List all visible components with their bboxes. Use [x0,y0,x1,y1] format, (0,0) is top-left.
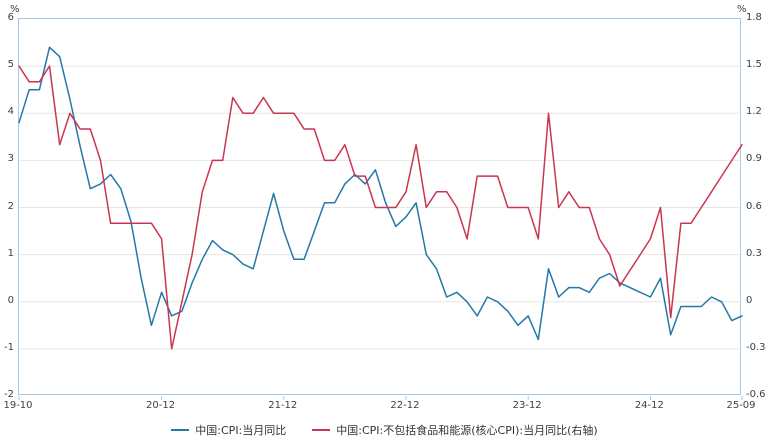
x-axis-tick: 25-09 [726,400,756,411]
core-cpi-line-swatch [312,429,331,431]
y-axis-left-tick: 2 [7,200,14,212]
x-axis-tick: 24-12 [634,400,664,411]
y-axis-left-tick: 6 [7,12,14,23]
y-axis-right-tick: 0.3 [746,247,762,259]
y-axis-right-tick: 1.2 [746,106,762,118]
y-axis-right-tick: 0 [746,294,753,306]
right-axis-unit-label: % [737,4,747,15]
cpi-line-swatch [171,429,190,431]
y-axis-left-tick: 0 [7,294,14,306]
y-axis-left-tick: 3 [7,153,14,165]
y-axis-left-tick: 4 [7,106,14,118]
y-axis-left-tick: 5 [7,59,14,71]
y-axis-left-tick: -1 [4,341,14,353]
y-axis-left-tick: -2 [4,389,14,400]
legend-item-core-cpi: 中国:CPI:不包括食品和能源(核心CPI):当月同比(右轴) [312,422,598,438]
left-axis-unit-label: % [10,4,20,15]
cpi-legend-label: 中国:CPI:当月同比 [195,424,287,437]
legend: 中国:CPI:当月同比 中国:CPI:不包括食品和能源(核心CPI):当月同比(… [0,422,769,438]
y-axis-left-tick: 1 [7,247,14,259]
plot-area [18,18,743,400]
core-cpi-legend-label: 中国:CPI:不包括食品和能源(核心CPI):当月同比(右轴) [336,424,598,437]
y-axis-right-tick: 0.6 [746,200,762,212]
plot-canvas [18,46,743,400]
y-axis-right-tick: 1.8 [746,12,762,23]
x-axis-tick: 19-10 [3,400,33,411]
y-axis-right-tick: 1.5 [746,59,762,71]
y-axis-right-tick: -0.6 [746,389,766,400]
legend-item-cpi: 中国:CPI:当月同比 [171,422,286,438]
y-axis-right-tick: 0.9 [746,153,762,165]
x-axis-tick: 21-12 [268,400,298,411]
y-axis-right-tick: -0.3 [746,341,766,353]
x-axis-tick: 23-12 [512,400,542,411]
x-axis-tick: 22-12 [390,400,420,411]
x-axis-tick: 20-12 [146,400,176,411]
